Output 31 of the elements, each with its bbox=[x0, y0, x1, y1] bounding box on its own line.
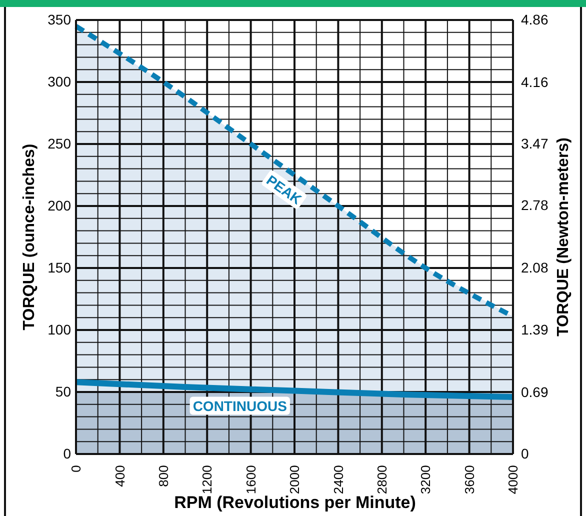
series-label: CONTINUOUS bbox=[192, 398, 287, 414]
x-tick-label: 400 bbox=[112, 465, 128, 487]
x-tick-label: 1200 bbox=[200, 465, 215, 494]
x-tick-label: 4000 bbox=[506, 465, 521, 494]
x-tick-label: 3600 bbox=[462, 465, 477, 494]
y2-tick-label: 4.16 bbox=[521, 74, 548, 90]
y-tick-label: 200 bbox=[48, 197, 72, 214]
x-tick-label: 1600 bbox=[243, 465, 258, 494]
x-tick-label: 800 bbox=[156, 465, 171, 487]
y-tick-label: 150 bbox=[48, 259, 72, 276]
y2-tick-label: 2.78 bbox=[521, 197, 548, 214]
y-tick-label: 250 bbox=[48, 135, 72, 152]
y2-tick-label: 0 bbox=[521, 445, 529, 462]
y-tick-label: 350 bbox=[48, 11, 72, 28]
y-tick-label: 50 bbox=[55, 383, 72, 400]
y2-tick-label: 1.39 bbox=[521, 321, 548, 338]
y2-tick-label: 0.69 bbox=[521, 384, 548, 400]
x-axis-title: RPM (Revolutions per Minute) bbox=[174, 493, 416, 512]
y2-tick-label: 3.47 bbox=[521, 136, 548, 152]
y2-tick-label: 4.86 bbox=[521, 11, 548, 28]
y-axis-title: TORQUE (ounce-inches) bbox=[21, 144, 38, 330]
y2-axis-title: TORQUE (Newton-meters) bbox=[555, 138, 572, 336]
y-tick-label: 300 bbox=[48, 73, 72, 90]
y-tick-label: 0 bbox=[63, 445, 72, 462]
x-tick-label: 2000 bbox=[287, 465, 302, 494]
x-tick-label: 2400 bbox=[330, 465, 346, 494]
x-tick-label: 0 bbox=[68, 465, 84, 472]
y2-tick-label: 2.08 bbox=[521, 260, 548, 276]
x-tick-label: 2800 bbox=[374, 465, 390, 494]
y-tick-label: 100 bbox=[48, 321, 72, 338]
x-tick-label: 3200 bbox=[418, 465, 434, 494]
